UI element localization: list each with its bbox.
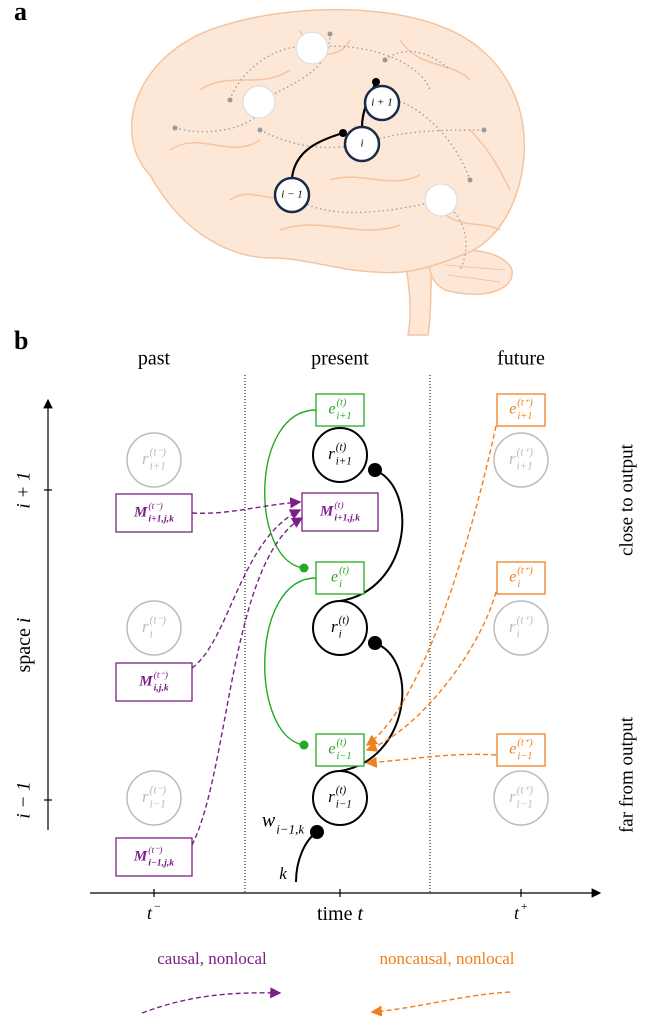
math-sup: (t⁻) xyxy=(148,501,162,512)
y-axis-label: space i xyxy=(13,618,35,673)
math-base: r xyxy=(509,617,516,636)
panel-label: b xyxy=(14,326,28,355)
math-sub: i,j,k xyxy=(154,683,169,694)
math-sup: (t) xyxy=(336,784,347,796)
y-tick-label: i + 1 xyxy=(13,471,34,508)
green-dots xyxy=(300,564,309,750)
brain-node-label: i xyxy=(360,138,363,150)
math-base: e xyxy=(328,401,335,418)
math-sup: (t⁺) xyxy=(517,566,533,577)
math-sub: i−1 xyxy=(517,799,533,811)
math-sub: i+1 xyxy=(517,461,533,473)
math-base: r xyxy=(142,449,149,468)
math-sub: i xyxy=(517,629,520,641)
math-sub: i+1 xyxy=(517,411,532,422)
math-sup: (t) xyxy=(337,738,347,749)
y-axis-var: i xyxy=(13,618,35,624)
math-sub: i xyxy=(517,579,520,590)
math-sub: i xyxy=(150,629,153,641)
column-header: present xyxy=(311,348,369,370)
rate-node xyxy=(494,601,548,655)
math-sup: (t) xyxy=(339,614,350,626)
y-axis-word: space xyxy=(13,628,35,673)
math-label: t+ xyxy=(514,900,528,923)
synapse xyxy=(372,78,380,86)
math-base: M xyxy=(319,503,334,519)
y-tick-label: i − 1 xyxy=(13,781,34,818)
math-sub: i+1,j,k xyxy=(148,514,174,525)
math-base: r xyxy=(142,787,149,806)
math-base: r xyxy=(142,617,149,636)
math-base: e xyxy=(328,741,335,758)
math-sub: i xyxy=(339,579,342,590)
math-sub: i−1 xyxy=(336,799,352,811)
math-sup: (t⁺) xyxy=(517,398,533,409)
math-sup: (t⁻) xyxy=(150,614,167,626)
math-sub: i−1,j,k xyxy=(148,858,174,869)
math-sup: (t⁺) xyxy=(517,784,534,796)
math-base: r xyxy=(328,444,335,463)
brain-node-label: i − 1 xyxy=(281,189,302,201)
math-base: M xyxy=(138,673,153,689)
column-header: future xyxy=(497,348,545,370)
math-sub: i−1 xyxy=(517,751,532,762)
math-sub: i−1 xyxy=(337,751,352,762)
math-base: M xyxy=(133,504,148,520)
legend-label: causal, nonlocal xyxy=(157,949,267,968)
math-label: wi−1,k xyxy=(262,810,304,837)
math-sub: i+1 xyxy=(150,461,166,473)
math-sup: (t⁺) xyxy=(517,614,534,626)
input-label: k xyxy=(279,864,287,883)
math-sup: (t) xyxy=(334,500,343,511)
math-sub: i xyxy=(339,629,342,641)
math-sup: (t⁺) xyxy=(517,738,533,749)
math-base: e xyxy=(331,569,338,586)
math-sup: (t⁻) xyxy=(150,446,167,458)
figure: a b i − 1 i i + 1 past present future close to o… xyxy=(0,0,652,1016)
column-header: past xyxy=(138,348,171,370)
math-sub: i−1 xyxy=(150,799,166,811)
math-sup: − xyxy=(153,900,161,913)
math-label: t− xyxy=(147,900,161,923)
math-base: r xyxy=(331,617,338,636)
rate-node xyxy=(127,601,181,655)
panel-label: a xyxy=(14,0,27,26)
math-sup: (t⁻) xyxy=(150,784,167,796)
math-base: e xyxy=(509,401,516,418)
math-sup: (t⁺) xyxy=(517,446,534,458)
side-label: close to output xyxy=(616,443,637,556)
math-base: M xyxy=(133,848,148,864)
math-base: r xyxy=(509,787,516,806)
math-sub: i+1 xyxy=(336,456,352,468)
brain xyxy=(132,10,525,335)
brain-node-label: i + 1 xyxy=(371,97,392,109)
math-sup: (t) xyxy=(337,398,347,409)
math-sup: (t) xyxy=(336,441,347,453)
math-base: e xyxy=(509,569,516,586)
math-base: w xyxy=(262,810,276,832)
math-sup: (t) xyxy=(339,566,349,577)
x-axis-word: time xyxy=(317,903,353,925)
math-sup: (t⁻) xyxy=(154,670,168,681)
math-sub: i−1,k xyxy=(276,821,304,836)
math-sup: + xyxy=(520,900,528,913)
math-base: e xyxy=(509,741,516,758)
side-label: far from output xyxy=(616,716,637,833)
legend-label: noncausal, nonlocal xyxy=(379,949,514,968)
math-base: r xyxy=(509,449,516,468)
math-sub: i+1 xyxy=(337,411,352,422)
math-sup: (t⁻) xyxy=(148,845,162,856)
math-base: r xyxy=(328,787,335,806)
math-sub: i+1,j,k xyxy=(334,513,360,524)
x-axis-var: t xyxy=(357,903,363,925)
